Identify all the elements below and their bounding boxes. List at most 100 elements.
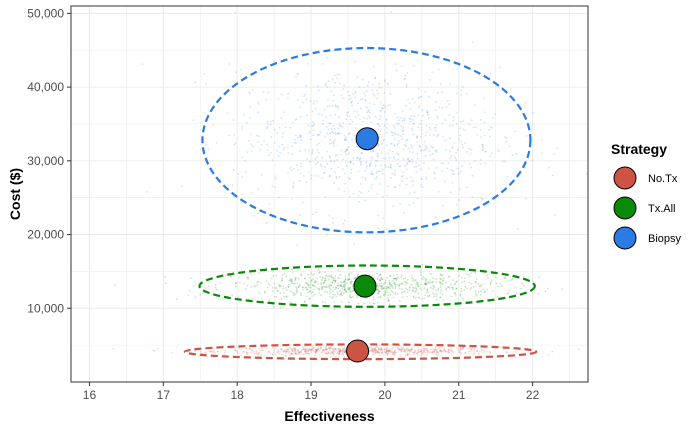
x-tick-label: 17 [157, 388, 171, 402]
sample-point [417, 349, 420, 352]
sample-point [450, 155, 453, 157]
sample-point [471, 353, 474, 356]
sample-point [368, 102, 371, 104]
sample-point [324, 301, 327, 304]
sample-point [287, 349, 290, 351]
sample-point [506, 351, 509, 354]
sample-point [238, 347, 241, 350]
sample-point [440, 273, 443, 276]
sample-point [411, 98, 414, 100]
sample-point [370, 349, 373, 352]
sample-point [337, 350, 339, 353]
legend-label-biopsy: Biopsy [648, 233, 682, 245]
sample-point [433, 285, 436, 288]
sample-point [332, 124, 335, 127]
sample-point [344, 350, 347, 353]
sample-point [398, 184, 401, 187]
sample-point [384, 351, 387, 353]
sample-point [440, 289, 443, 292]
sample-point [426, 354, 428, 356]
sample-point [341, 126, 344, 128]
sample-point [420, 274, 422, 277]
sample-point [423, 345, 425, 348]
sample-point [276, 290, 279, 292]
sample-point [316, 349, 318, 352]
sample-point [299, 116, 302, 118]
sample-point [511, 153, 514, 156]
sample-point [404, 281, 407, 284]
sample-point [447, 286, 449, 288]
sample-point [429, 279, 432, 281]
sample-point [289, 167, 292, 169]
sample-point [246, 353, 249, 356]
sample-point [483, 111, 486, 114]
sample-point [303, 300, 306, 303]
sample-point [321, 288, 324, 290]
sample-point [404, 348, 407, 351]
sample-point [315, 348, 318, 351]
sample-point [282, 350, 285, 353]
sample-point [546, 287, 549, 290]
sample-point [257, 280, 260, 283]
sample-point [511, 277, 514, 280]
sample-point [318, 288, 321, 291]
sample-point [342, 121, 345, 124]
sample-point [327, 275, 330, 278]
sample-point [417, 349, 420, 351]
sample-point [415, 290, 417, 293]
sample-point [373, 65, 375, 68]
sample-point [469, 152, 472, 155]
sample-point [345, 118, 348, 120]
sample-point [345, 139, 348, 141]
sample-point [385, 351, 388, 353]
sample-point [456, 204, 458, 206]
sample-point [366, 107, 369, 109]
sample-point [339, 350, 342, 353]
sample-point [437, 68, 440, 71]
sample-point [268, 351, 270, 354]
sample-point [245, 346, 248, 349]
sample-point [416, 157, 419, 160]
sample-point [450, 169, 453, 171]
sample-point [305, 282, 307, 284]
sample-point [299, 135, 302, 138]
sample-point [393, 138, 396, 141]
sample-point [380, 282, 383, 285]
sample-point [420, 126, 423, 129]
sample-point [427, 95, 430, 98]
sample-point [428, 126, 431, 129]
sample-point [417, 126, 420, 129]
sample-point [336, 284, 338, 287]
sample-point [344, 278, 347, 281]
sample-point [336, 291, 339, 293]
sample-point [378, 344, 381, 347]
sample-point [432, 277, 435, 279]
sample-point [483, 134, 486, 137]
sample-point [352, 157, 355, 160]
sample-point [438, 106, 441, 109]
sample-point [393, 351, 395, 354]
sample-point [464, 277, 466, 280]
sample-point [280, 93, 283, 96]
sample-point [469, 288, 472, 291]
sample-point [240, 348, 243, 351]
sample-point [502, 160, 504, 163]
sample-point [343, 138, 346, 140]
sample-point [341, 350, 344, 352]
sample-point [420, 353, 423, 356]
sample-point [296, 244, 299, 247]
point-cloud-tx-all [114, 263, 564, 311]
sample-point [289, 126, 292, 129]
sample-point [460, 290, 463, 293]
sample-point [331, 281, 334, 284]
sample-point [355, 145, 358, 148]
sample-point [396, 346, 399, 348]
sample-point [375, 289, 378, 291]
sample-point [467, 350, 470, 353]
sample-point [350, 172, 352, 174]
sample-point [383, 287, 386, 290]
sample-point [269, 353, 272, 355]
sample-point [423, 140, 426, 143]
sample-point [338, 122, 341, 125]
sample-point [170, 352, 173, 354]
